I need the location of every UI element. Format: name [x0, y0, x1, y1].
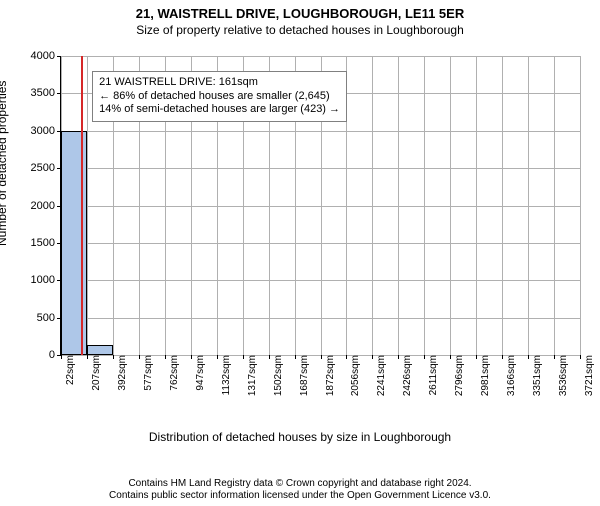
histogram-bar — [61, 131, 87, 355]
xtick-label: 3351sqm — [528, 355, 543, 396]
annotation-line: 14% of semi-detached houses are larger (… — [99, 103, 340, 117]
ytick-label: 500 — [37, 312, 61, 324]
xtick-label: 1687sqm — [295, 355, 310, 396]
footer-line-2: Contains public sector information licen… — [0, 490, 600, 502]
xtick-label: 2241sqm — [372, 355, 387, 396]
xtick-label: 947sqm — [191, 355, 206, 391]
xtick-label: 392sqm — [113, 355, 128, 391]
ytick-label: 3000 — [31, 125, 61, 137]
gridline-vertical — [87, 56, 88, 355]
gridline-vertical — [424, 56, 425, 355]
ytick-label: 2500 — [31, 162, 61, 174]
xtick-label: 3536sqm — [554, 355, 569, 396]
xtick-label: 22sqm — [61, 355, 76, 385]
reference-line — [81, 56, 83, 355]
gridline-vertical — [398, 56, 399, 355]
chart-subtitle: Size of property relative to detached ho… — [0, 23, 600, 37]
ytick-label: 3500 — [31, 87, 61, 99]
ytick-label: 1500 — [31, 237, 61, 249]
y-axis-label: Number of detached properties — [0, 81, 9, 246]
footer-attribution: Contains HM Land Registry data © Crown c… — [0, 478, 600, 502]
xtick-label: 1132sqm — [217, 355, 232, 395]
gridline-vertical — [476, 56, 477, 355]
gridline-vertical — [528, 56, 529, 355]
xtick-label: 762sqm — [165, 355, 180, 391]
xtick-label: 3721sqm — [580, 355, 595, 396]
ytick-label: 2000 — [31, 200, 61, 212]
xtick-label: 2981sqm — [476, 355, 491, 396]
xtick-label: 207sqm — [87, 355, 102, 391]
gridline-vertical — [580, 56, 581, 355]
annotation-line: 21 WAISTRELL DRIVE: 161sqm — [99, 76, 340, 90]
histogram-bar — [87, 345, 113, 355]
gridline-vertical — [450, 56, 451, 355]
footer-line-1: Contains HM Land Registry data © Crown c… — [0, 478, 600, 490]
gridline-vertical — [554, 56, 555, 355]
xtick-label: 2426sqm — [398, 355, 413, 396]
x-axis-label: Distribution of detached houses by size … — [0, 430, 600, 444]
ytick-label: 0 — [49, 349, 61, 361]
xtick-label: 1872sqm — [321, 355, 336, 396]
chart-title: 21, WAISTRELL DRIVE, LOUGHBOROUGH, LE11 … — [0, 6, 600, 21]
plot-region: 0500100015002000250030003500400022sqm207… — [60, 56, 580, 356]
xtick-label: 2056sqm — [346, 355, 361, 396]
gridline-vertical — [372, 56, 373, 355]
xtick-label: 2796sqm — [450, 355, 465, 396]
annotation-box: 21 WAISTRELL DRIVE: 161sqm← 86% of detac… — [92, 71, 347, 122]
annotation-line: ← 86% of detached houses are smaller (2,… — [99, 90, 340, 104]
xtick-label: 577sqm — [139, 355, 154, 391]
chart-area: Number of detached properties 0500100015… — [0, 46, 600, 446]
gridline-vertical — [502, 56, 503, 355]
ytick-label: 4000 — [31, 50, 61, 62]
xtick-label: 1317sqm — [243, 355, 258, 396]
xtick-label: 1502sqm — [269, 355, 284, 396]
xtick-label: 3166sqm — [502, 355, 517, 396]
ytick-label: 1000 — [31, 274, 61, 286]
xtick-label: 2611sqm — [424, 355, 439, 395]
